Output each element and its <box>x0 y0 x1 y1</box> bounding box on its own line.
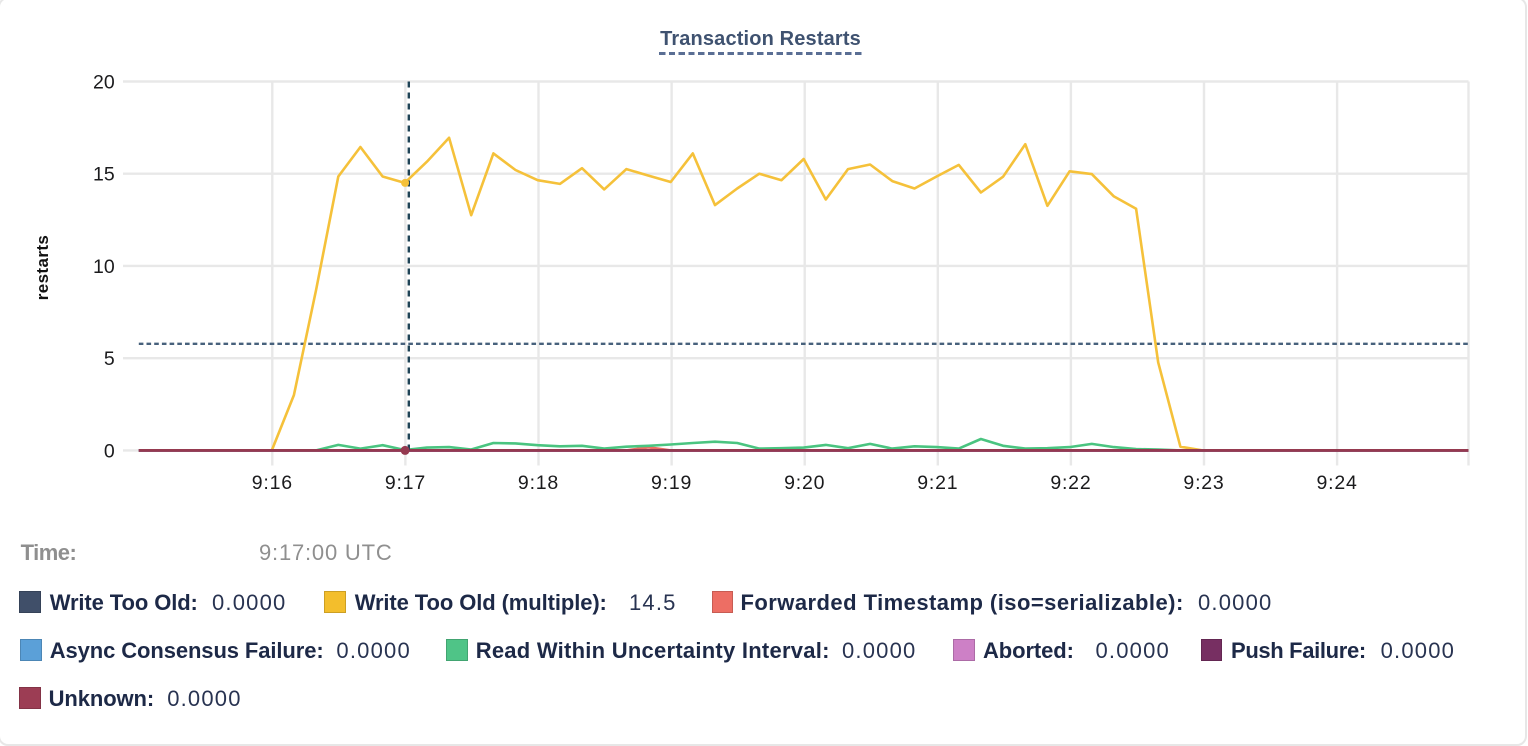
svg-text:9:18: 9:18 <box>518 472 559 494</box>
svg-text:restarts: restarts <box>33 235 52 301</box>
svg-text:9:21: 9:21 <box>917 472 958 494</box>
svg-text:9:17: 9:17 <box>385 472 426 494</box>
svg-text:15: 15 <box>93 164 115 186</box>
svg-text:9:22: 9:22 <box>1050 472 1091 494</box>
svg-text:9:23: 9:23 <box>1183 472 1224 494</box>
svg-text:9:16: 9:16 <box>252 472 293 494</box>
svg-text:9:19: 9:19 <box>651 472 692 494</box>
svg-text:9:20: 9:20 <box>784 472 825 494</box>
svg-text:5: 5 <box>104 348 115 370</box>
svg-text:9:24: 9:24 <box>1317 472 1358 494</box>
svg-text:20: 20 <box>93 72 115 94</box>
svg-text:10: 10 <box>93 256 115 278</box>
svg-text:0: 0 <box>104 440 115 462</box>
